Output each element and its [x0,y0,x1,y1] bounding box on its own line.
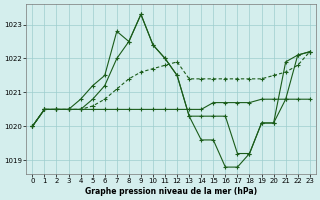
X-axis label: Graphe pression niveau de la mer (hPa): Graphe pression niveau de la mer (hPa) [85,187,257,196]
